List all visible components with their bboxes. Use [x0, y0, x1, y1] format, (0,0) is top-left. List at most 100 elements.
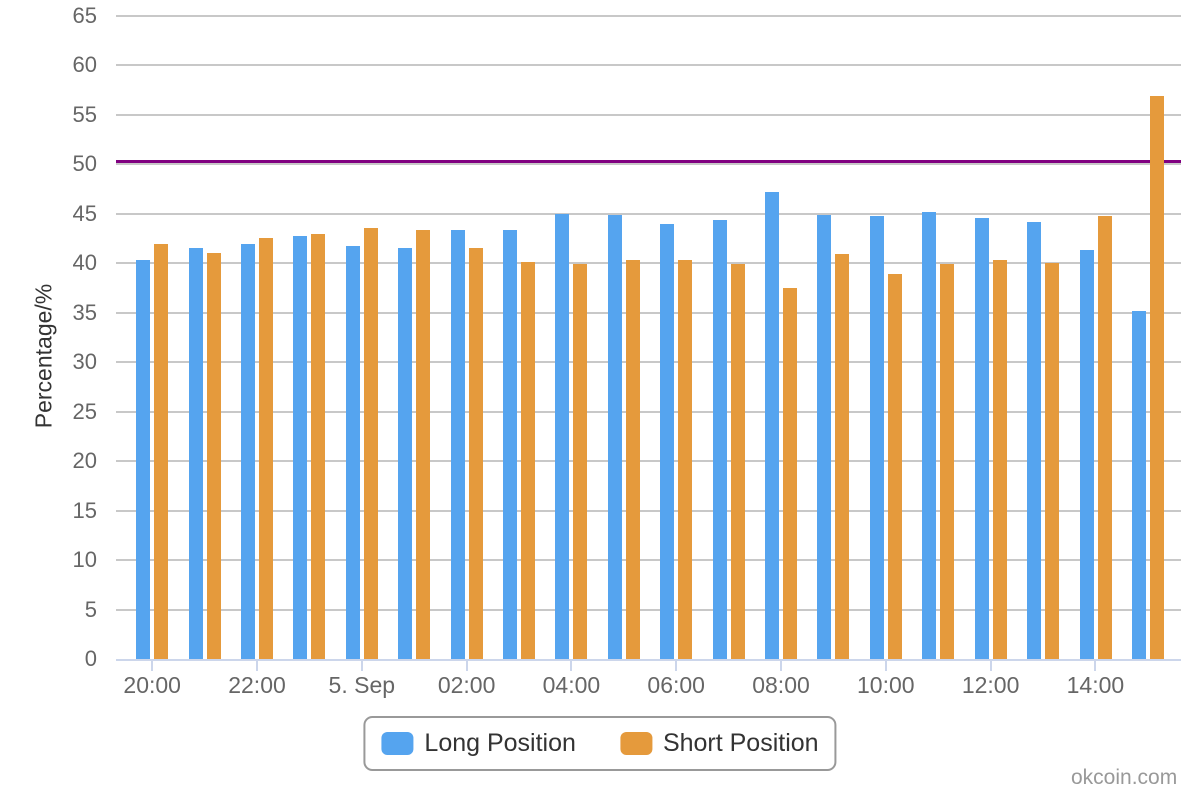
legend-label: Long Position: [424, 729, 576, 757]
bar-group-15-00: [1122, 16, 1174, 659]
x-axis-tick: [465, 661, 468, 671]
bar-short-position[interactable]: [311, 233, 326, 659]
gridline-60: [116, 64, 1181, 67]
y-axis-tick-label: 0: [84, 646, 97, 671]
bar-group-05-00: [598, 16, 650, 659]
x-axis-tick-label: 04:00: [542, 672, 601, 698]
bar-group-06-00: [650, 16, 702, 659]
bar-long-position[interactable]: [136, 260, 151, 659]
bar-group-03-00: [493, 16, 545, 659]
bar-group-13-00: [1017, 16, 1069, 659]
bar-long-position[interactable]: [241, 243, 256, 659]
bar-long-position[interactable]: [188, 248, 203, 659]
gridline-45: [116, 212, 1181, 215]
y-axis-tick-label: 15: [72, 497, 97, 523]
bar-short-position[interactable]: [678, 260, 693, 659]
bar-long-position[interactable]: [765, 192, 780, 659]
bar-long-position[interactable]: [1027, 221, 1042, 659]
legend: Long Position Short Position: [363, 716, 837, 771]
bar-short-position[interactable]: [835, 254, 850, 659]
x-axis-tick: [360, 661, 363, 671]
x-axis-tick-label: 08:00: [752, 672, 810, 698]
gridline-20: [116, 460, 1181, 463]
bar-long-position[interactable]: [660, 223, 675, 659]
bar-group-04-00: [545, 16, 597, 659]
bar-short-position[interactable]: [1045, 263, 1060, 659]
bar-short-position[interactable]: [416, 229, 431, 659]
bar-short-position[interactable]: [783, 288, 798, 659]
bar-long-position[interactable]: [922, 211, 937, 659]
bar-short-position[interactable]: [363, 227, 378, 659]
legend-label: Short Position: [662, 729, 819, 757]
bar-group-12-00: [965, 16, 1017, 659]
gridline-5: [116, 608, 1181, 611]
y-axis-tick-label: 40: [72, 250, 97, 276]
gridline-10: [116, 559, 1181, 562]
gridline-50: [116, 163, 1181, 166]
bar-long-position[interactable]: [607, 214, 622, 659]
gridline-40: [116, 262, 1181, 265]
bar-short-position[interactable]: [206, 253, 221, 659]
bar-long-position[interactable]: [398, 248, 413, 659]
legend-item-long-position[interactable]: Long Position: [381, 731, 576, 756]
legend-swatch-short-position: [619, 732, 652, 755]
gridline-25: [116, 410, 1181, 413]
x-axis: 20:00 22:00 5. Sep 02:00 04:00 06:00 08:00 10:0…: [116, 661, 1181, 706]
bar-long-position[interactable]: [450, 229, 465, 659]
bars-container: [126, 16, 1174, 659]
gridline-15: [116, 509, 1181, 512]
y-axis-tick-label: 65: [72, 3, 97, 28]
bar-long-position[interactable]: [293, 235, 308, 659]
legend-swatch-long-position: [381, 732, 414, 755]
x-axis-tick-label: 10:00: [857, 672, 915, 698]
bar-group-21-00: [178, 16, 230, 659]
bar-short-position[interactable]: [521, 262, 536, 659]
bar-short-position[interactable]: [573, 264, 588, 659]
bar-short-position[interactable]: [625, 260, 640, 659]
y-axis-tick-label: 20: [72, 448, 97, 474]
gridline-55: [116, 113, 1181, 116]
x-axis-tick: [1094, 661, 1097, 671]
x-axis-tick-label: 06:00: [647, 672, 705, 698]
bar-long-position[interactable]: [345, 245, 360, 659]
y-axis-tick-label: 45: [72, 200, 97, 226]
bar-long-position[interactable]: [503, 229, 518, 659]
bar-short-position[interactable]: [940, 264, 955, 659]
y-axis-labels: 0 5 10 15 20 25 30 35 40 45 50 55 60 65: [0, 3, 97, 671]
bar-long-position[interactable]: [1131, 310, 1146, 659]
bar-group-14-00: [1069, 16, 1121, 659]
bar-group-23-00: [283, 16, 335, 659]
bar-short-position[interactable]: [468, 248, 483, 659]
bar-long-position[interactable]: [712, 219, 727, 659]
bar-long-position[interactable]: [974, 217, 989, 659]
bar-short-position[interactable]: [887, 274, 902, 659]
bar-long-position[interactable]: [817, 214, 832, 659]
bar-group-09-00: [807, 16, 859, 659]
y-axis-tick-label: 60: [72, 52, 97, 78]
bar-group-5-sep: [336, 16, 388, 659]
x-axis-tick: [884, 661, 887, 671]
bar-long-position[interactable]: [555, 213, 570, 659]
x-axis-tick-label: 12:00: [961, 672, 1020, 698]
y-axis-tick-label: 30: [72, 349, 97, 375]
bar-short-position[interactable]: [992, 260, 1007, 659]
gridline-65: [116, 15, 1181, 17]
bar-short-position[interactable]: [259, 237, 274, 659]
x-axis-tick-label: 02:00: [437, 672, 496, 698]
bar-long-position[interactable]: [869, 215, 884, 659]
gridline-30: [116, 361, 1181, 364]
bar-short-position[interactable]: [154, 243, 169, 659]
bar-short-position[interactable]: [730, 264, 745, 659]
bar-long-position[interactable]: [1079, 250, 1094, 659]
legend-item-short-position[interactable]: Short Position: [619, 729, 819, 757]
y-axis-tick-label: 35: [72, 299, 97, 325]
bar-short-position[interactable]: [1097, 215, 1112, 659]
bar-group-20-00: [126, 16, 178, 659]
bar-group-07-00: [702, 16, 754, 659]
x-axis-tick: [151, 661, 154, 671]
x-axis-tick: [989, 661, 992, 671]
bar-short-position[interactable]: [1149, 96, 1164, 659]
x-axis-tick: [570, 661, 573, 671]
x-axis-tick: [675, 661, 678, 671]
